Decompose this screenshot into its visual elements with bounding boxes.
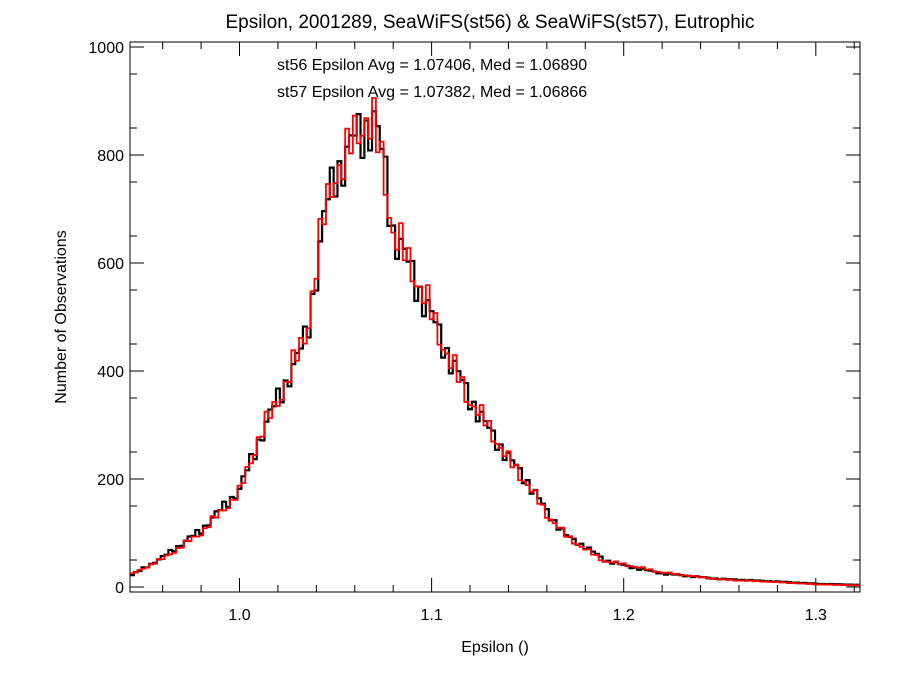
x-tick-label: 1.2 (613, 607, 635, 624)
series-st57-line (130, 97, 860, 587)
x-axis: 1.0 1.1 1.2 1.3 (162, 42, 855, 624)
y-tick-label: 400 (97, 364, 124, 381)
annotation-st57: st57 Epsilon Avg = 1.07382, Med = 1.0686… (277, 84, 587, 101)
y-axis: 0 200 400 600 800 1000 (88, 40, 860, 597)
chart-title: Epsilon, 2001289, SeaWiFS(st56) & SeaWiF… (225, 12, 754, 33)
x-tick-label: 1.0 (228, 607, 250, 624)
x-axis-label: Epsilon () (461, 639, 529, 656)
y-tick-label: 0 (115, 580, 124, 597)
y-tick-label: 800 (97, 148, 124, 165)
y-tick-label: 200 (97, 472, 124, 489)
series-layer (130, 97, 860, 587)
series-st56-line (130, 110, 860, 586)
annotation-st56: st56 Epsilon Avg = 1.07406, Med = 1.0689… (277, 57, 587, 74)
y-axis-label: Number of Observations (53, 230, 70, 403)
y-tick-label: 600 (97, 256, 124, 273)
x-tick-label: 1.3 (805, 607, 827, 624)
x-tick-label: 1.1 (420, 607, 442, 624)
y-tick-label: 1000 (88, 40, 124, 57)
plot-frame (129, 41, 861, 593)
